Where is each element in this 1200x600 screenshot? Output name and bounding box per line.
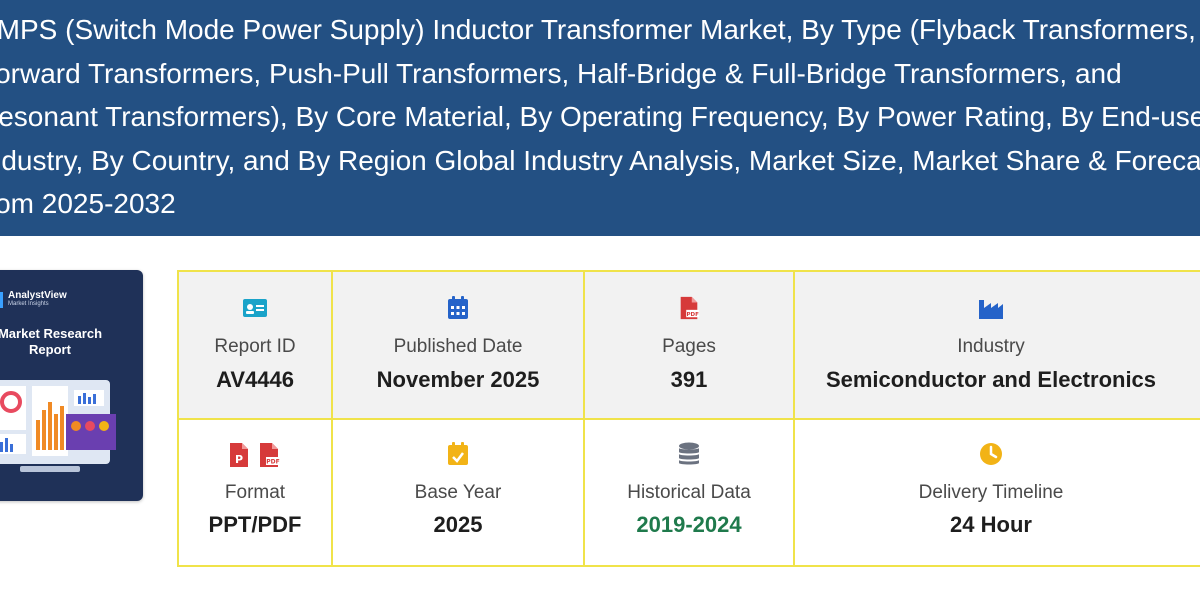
calendar-icon bbox=[448, 296, 468, 319]
calendar-check-icon bbox=[448, 442, 468, 465]
published-date-cell: Published Date November 2025 bbox=[333, 272, 585, 420]
delivery-timeline-value: 24 Hour bbox=[950, 512, 1032, 537]
factory-icon bbox=[979, 300, 1003, 319]
format-label: Format bbox=[224, 482, 286, 503]
report-title-line: Industry, By Country, and By Region Glob… bbox=[0, 144, 1200, 176]
pdf-file-icon: PDF bbox=[260, 443, 280, 467]
format-value: PPT/PDF bbox=[208, 512, 302, 537]
industry-value: Semiconductor and Electronics bbox=[825, 367, 1157, 392]
base-year-label: Base Year bbox=[414, 482, 502, 503]
report-id-value: AV4446 bbox=[216, 367, 294, 392]
cover-brand-sub: Market Insights bbox=[8, 301, 49, 307]
pages-value: 391 bbox=[670, 367, 708, 392]
report-title-line: Forward Transformers, Push-Pull Transfor… bbox=[0, 57, 1122, 89]
delivery-timeline-label: Delivery Timeline bbox=[918, 482, 1064, 503]
cover-title: Market Research Report bbox=[0, 326, 103, 357]
historical-data-value: 2019-2024 bbox=[636, 512, 742, 537]
delivery-timeline-cell: Delivery Timeline 24 Hour bbox=[795, 420, 1200, 565]
svg-text:P: P bbox=[235, 453, 243, 466]
report-title-line: SMPS (Switch Mode Power Supply) Inductor… bbox=[0, 14, 1196, 45]
id-card-icon bbox=[243, 299, 267, 317]
report-title: SMPS (Switch Mode Power Supply) Inductor… bbox=[0, 8, 1200, 226]
svg-text:PDF: PDF bbox=[686, 312, 699, 318]
historical-data-label: Historical Data bbox=[627, 482, 751, 503]
database-icon bbox=[679, 442, 699, 465]
svg-text:PDF: PDF bbox=[266, 459, 279, 466]
clock-icon bbox=[980, 443, 1002, 465]
industry-cell: Industry Semiconductor and Electronics bbox=[795, 272, 1200, 420]
report-id-cell: Report ID AV4446 bbox=[179, 272, 333, 420]
ppt-file-icon: P bbox=[230, 443, 248, 467]
title-banner: SMPS (Switch Mode Power Supply) Inductor… bbox=[0, 0, 1200, 236]
base-year-value: 2025 bbox=[433, 512, 483, 537]
industry-label: Industry bbox=[957, 336, 1025, 357]
pdf-file-icon: PDF bbox=[680, 296, 700, 320]
historical-data-cell: Historical Data 2019-2024 bbox=[585, 420, 795, 565]
report-cover-image: AnalystView Market Insights Market Resea… bbox=[0, 270, 143, 501]
pages-cell: PDF Pages 391 bbox=[585, 272, 795, 420]
cover-brand: AnalystView Market Insights bbox=[8, 290, 67, 307]
pages-label: Pages bbox=[662, 336, 716, 357]
cover-brand-name: AnalystView bbox=[8, 290, 67, 301]
analystview-logo-icon bbox=[0, 292, 3, 308]
report-title-line: from 2025-2032 bbox=[0, 188, 176, 219]
report-id-label: Report ID bbox=[214, 336, 296, 357]
format-icons: P PDF bbox=[228, 442, 282, 467]
base-year-cell: Base Year 2025 bbox=[333, 420, 585, 565]
published-date-value: November 2025 bbox=[376, 367, 540, 392]
published-date-label: Published Date bbox=[393, 336, 523, 357]
report-title-line: Resonant Transformers), By Core Material… bbox=[0, 101, 1200, 132]
cover-dashboard-illustration bbox=[0, 380, 116, 472]
format-cell: P PDF Format PPT/PDF bbox=[179, 420, 333, 565]
report-details-grid: Report ID AV4446 Published Date November… bbox=[177, 270, 1200, 567]
